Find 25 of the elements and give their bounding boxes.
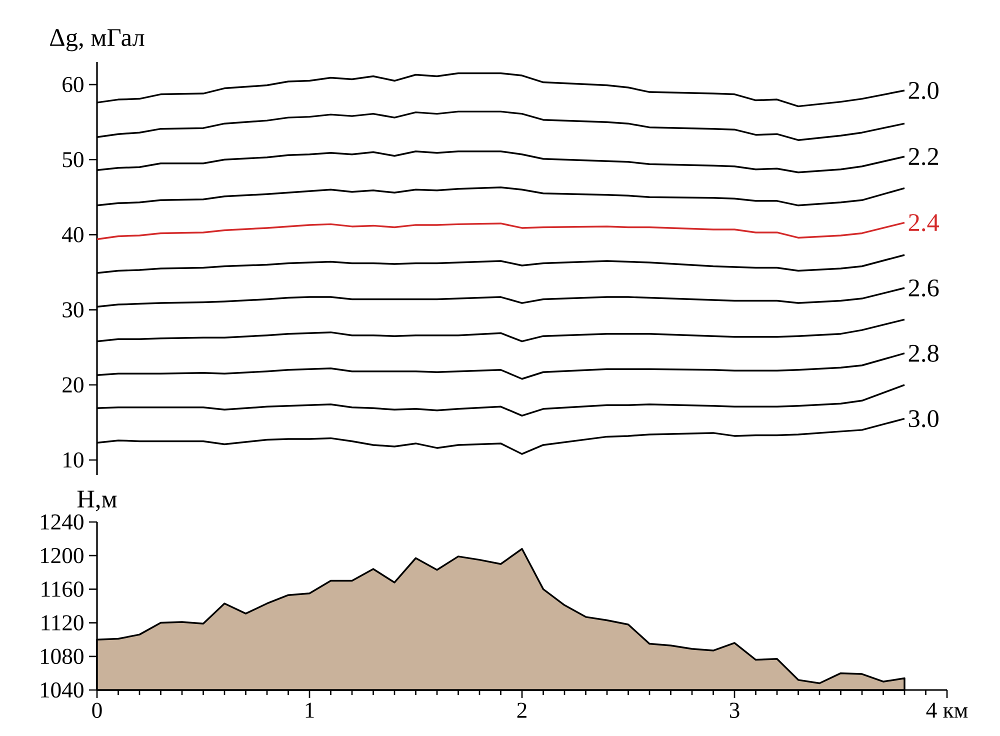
x-tick-label: 4 км xyxy=(926,702,968,718)
series-label: 2.4 xyxy=(908,214,940,232)
x-tick-label: 3 xyxy=(730,702,740,718)
y-tick-label: 1120 xyxy=(42,615,84,630)
y-axis-title: H,м xyxy=(77,490,117,512)
y-tick-label: 50 xyxy=(62,152,84,168)
y-tick-label: 10 xyxy=(64,452,84,468)
y-tick-label: 40 xyxy=(62,227,84,242)
y-tick-label: 30 xyxy=(62,302,84,318)
series-label: 3.0 xyxy=(908,410,938,428)
y-tick-label: 1080 xyxy=(40,648,84,664)
x-tick-label: 2 xyxy=(517,702,526,718)
series-label: 2.6 xyxy=(908,279,939,297)
y-tick-label: 1160 xyxy=(42,582,84,597)
y-tick-label: 1040 xyxy=(40,682,84,698)
y-axis-title: Δg, мГал xyxy=(50,29,144,52)
y-tick-label: 1240 xyxy=(40,514,84,530)
x-tick-label: 0 xyxy=(92,702,102,718)
series-label: 2.8 xyxy=(908,344,938,362)
y-tick-label: 1200 xyxy=(40,548,84,564)
series-label: 2.2 xyxy=(908,148,938,166)
x-tick-label: 1 xyxy=(306,702,314,718)
y-tick-label: 60 xyxy=(62,76,84,92)
y-tick-label: 20 xyxy=(62,377,84,393)
series-label: 2.0 xyxy=(908,82,938,100)
